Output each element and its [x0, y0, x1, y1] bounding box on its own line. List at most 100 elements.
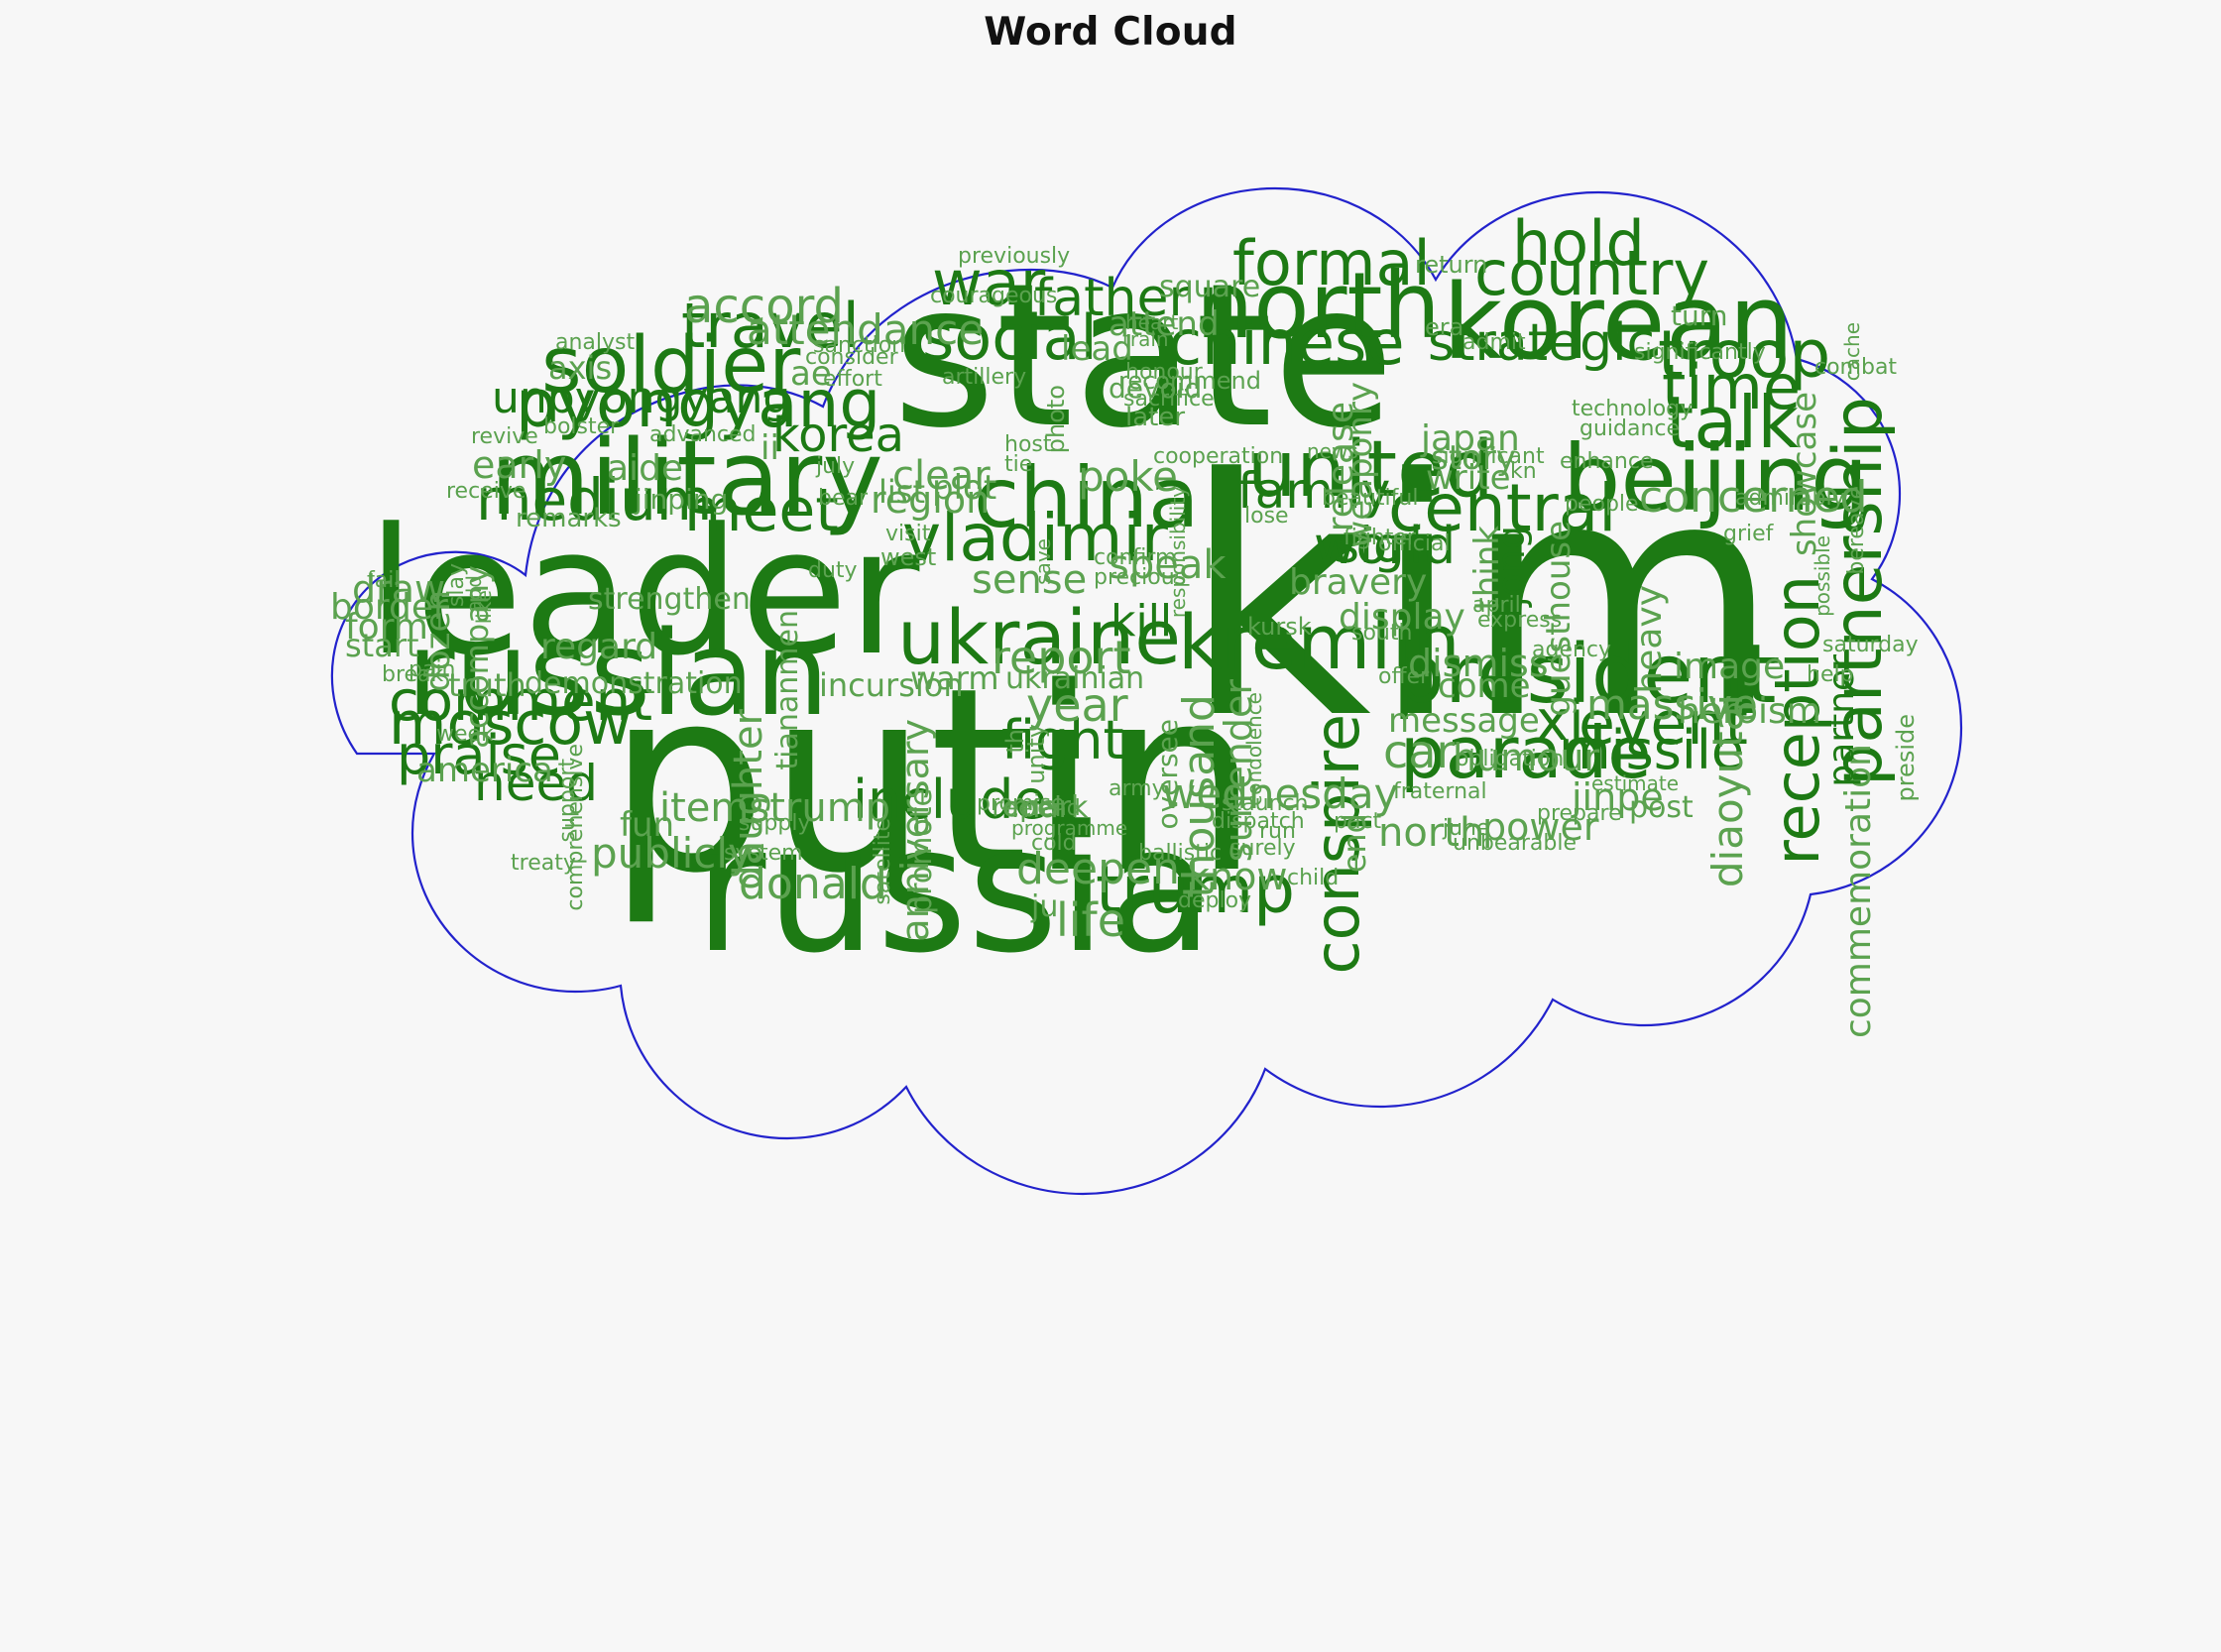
cloud-word: honour	[1125, 360, 1203, 385]
cloud-word: putin	[607, 634, 1260, 929]
cloud-word: social	[922, 301, 1098, 374]
cloud-word: showcase	[1785, 392, 1824, 557]
cloud-word: meet	[684, 476, 839, 545]
cloud-word: year	[1026, 678, 1128, 732]
cloud-word: programme	[1011, 816, 1128, 840]
cloud-word: message	[1388, 701, 1540, 741]
cloud-word: july	[816, 454, 856, 479]
cloud-word: bear	[818, 486, 869, 511]
cloud-word: kn	[1510, 459, 1537, 484]
cloud-word: saturday	[1822, 633, 1919, 657]
cloud-word: axis	[548, 349, 613, 387]
cloud-word: post	[1629, 790, 1694, 825]
cloud-word: russia	[694, 788, 1215, 992]
cloud-word: turn	[1671, 299, 1728, 332]
word-cloud-figure: kim putin state leader russia russian military…	[0, 59, 2221, 1652]
cloud-word: accord	[684, 279, 844, 334]
cloud-word: car	[1383, 725, 1456, 778]
cloud-word: cold	[1031, 831, 1077, 856]
cloud-word: precious	[1094, 565, 1187, 590]
cloud-word: deepen	[1016, 844, 1180, 894]
cloud-word: xi	[1536, 689, 1584, 754]
cloud-word: kremlin	[1178, 598, 1461, 686]
cloud-word: previously	[958, 244, 1071, 269]
cloud-word: sacrifice	[1123, 387, 1215, 412]
cloud-word: country	[1474, 237, 1710, 309]
cloud-word: itemstrump	[659, 785, 891, 831]
cloud-word: strategic	[1428, 313, 1656, 373]
cloud-word: korean	[1443, 262, 1795, 383]
cloud-word: donald	[739, 859, 887, 909]
cloud-word: america	[416, 751, 553, 790]
cloud-word: advanced	[649, 422, 757, 447]
cloud-word: humour	[1453, 736, 1600, 779]
cloud-word: run	[1259, 819, 1296, 844]
cloud-word: guidance	[1579, 416, 1681, 441]
cloud-word: wednesday	[1162, 769, 1399, 818]
cloud-word: attendance	[747, 305, 985, 354]
cloud-word: concerned	[1639, 472, 1868, 523]
cloud-word: dismiss	[1408, 642, 1549, 685]
cloud-word: combat	[1814, 355, 1898, 380]
cloud-word: china	[974, 449, 1200, 546]
cloud-word: express	[1477, 608, 1563, 633]
page-title: Word Cloud	[984, 10, 1237, 55]
cloud-word: plot	[932, 468, 997, 508]
cloud-word: comment	[389, 669, 653, 734]
cloud-word: unpyongyang	[492, 373, 791, 423]
cloud-word: troop	[1658, 316, 1831, 393]
cloud-word: unbearable	[1453, 831, 1578, 856]
word-list: kim putin state leader russia russian military…	[0, 59, 2221, 1652]
cloud-word: leader	[367, 491, 920, 694]
cloud-word: speak	[1109, 542, 1227, 588]
cloud-word: photo	[1042, 385, 1070, 454]
cloud-word: family	[1237, 462, 1391, 520]
cloud-word: early	[472, 443, 567, 487]
cloud-word: kim	[1182, 410, 1782, 790]
cloud-word: korea	[772, 408, 905, 463]
cloud-word: artillery	[942, 365, 1027, 390]
cloud-word: host	[1004, 432, 1052, 457]
cloud-word: fight	[1001, 709, 1124, 771]
cloud-word: square	[1159, 270, 1261, 304]
cloud-word: story	[1431, 438, 1516, 478]
cloud-word: sense	[972, 557, 1088, 603]
cloud-word: ii	[760, 428, 779, 468]
cloud-word: vladimir	[902, 500, 1168, 576]
cloud-word: report	[992, 631, 1131, 684]
cloud-word: include	[853, 768, 1047, 831]
cloud-word: parade	[1400, 711, 1652, 794]
cloud-word: repel	[992, 790, 1062, 823]
cloud-word: people	[1565, 492, 1639, 517]
cloud-word: obligation	[1456, 747, 1565, 771]
cloud-word: talk	[1666, 381, 1800, 464]
cloud-word: region	[871, 478, 991, 522]
cloud-word: heroism	[1678, 691, 1821, 732]
cloud-word: warm	[910, 659, 999, 697]
cloud-word: lead	[1061, 329, 1133, 369]
cloud-word: north	[1196, 253, 1441, 359]
cloud-word: technology	[1572, 397, 1694, 421]
cloud-word: unity	[1022, 724, 1050, 784]
cloud-word: central	[1388, 470, 1617, 546]
cloud-word: ae	[790, 354, 832, 394]
cloud-word: north	[1378, 810, 1485, 856]
cloud-word: like	[472, 590, 496, 625]
cloud-word: promise	[977, 791, 1065, 816]
cloud-word: power	[1482, 805, 1599, 849]
cloud-word: satellite	[871, 818, 895, 905]
cloud-word: mark	[1011, 790, 1089, 825]
cloud-word: need	[474, 755, 598, 812]
cloud-word: lose	[1244, 504, 1289, 529]
cloud-word: later	[1125, 403, 1186, 432]
cloud-word: save	[1031, 538, 1055, 585]
cloud-word: attend	[1109, 304, 1220, 344]
cloud-word: possible	[1811, 535, 1834, 617]
cloud-word: dispatch	[1212, 809, 1305, 834]
cloud-word: revive	[471, 424, 538, 449]
cloud-word: admirably	[1735, 486, 1845, 511]
cloud-word: bereave	[1844, 486, 1869, 575]
cloud-word: treaty	[511, 851, 576, 876]
cloud-word: significant	[1432, 444, 1545, 469]
cloud-word: know	[1188, 855, 1288, 898]
